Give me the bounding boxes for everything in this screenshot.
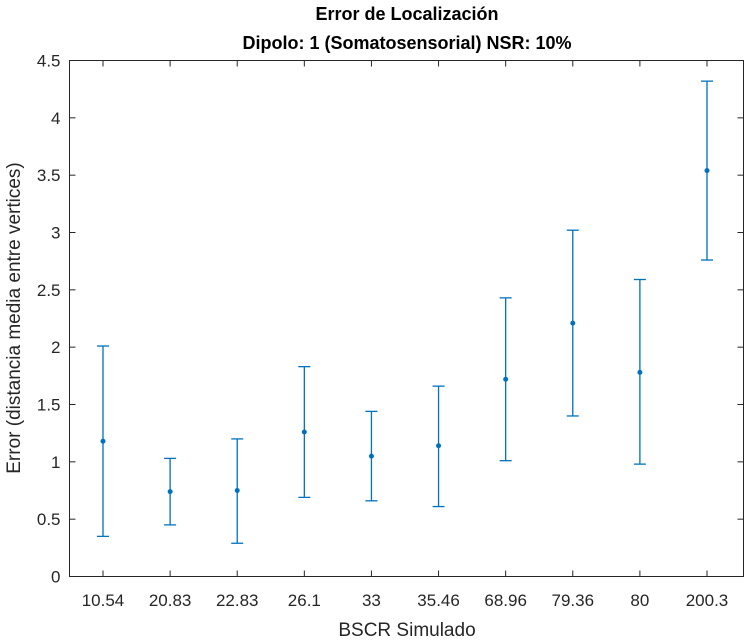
data-point: [637, 369, 643, 375]
error-bar-6: [432, 385, 445, 508]
data-point: [167, 489, 173, 495]
y-tick-label: 1: [51, 453, 60, 472]
x-tick-label: 200.3: [686, 591, 729, 610]
error-bar-3: [231, 438, 244, 544]
error-bar-8: [566, 229, 579, 417]
x-tick-label: 20.83: [149, 591, 192, 610]
x-tick-label: 80: [630, 591, 649, 610]
x-tick-label: 10.54: [82, 591, 125, 610]
data-point: [368, 453, 374, 459]
y-tick-label: 4.5: [37, 52, 61, 71]
y-tick-label: 3.5: [37, 166, 61, 185]
x-axis-label: BSCR Simulado: [338, 620, 475, 640]
error-bar-10: [701, 80, 713, 261]
error-bar-4: [298, 366, 311, 499]
x-tick-label: 79.36: [552, 591, 595, 610]
data-point: [100, 438, 106, 444]
data-point: [301, 429, 307, 435]
plot-area: [69, 60, 744, 577]
x-tick-label: 22.83: [216, 591, 259, 610]
y-tick-label: 4: [51, 109, 60, 128]
y-tick-label: 3: [51, 224, 60, 243]
y-tick-label: 1.5: [37, 396, 61, 415]
x-tick-label: 33: [362, 591, 381, 610]
data-point: [570, 320, 576, 326]
y-tick-label: 0: [51, 568, 60, 587]
chart-subtitle: Dipolo: 1 (Somatosensorial) NSR: 10%: [242, 33, 571, 53]
error-bar-9: [633, 278, 646, 465]
error-bar-5: [365, 410, 378, 502]
error-bar-7: [499, 297, 512, 462]
x-axis: 10.54 20.83 22.83 26.1 33 35.46 68.96 79.36 80 20…: [82, 60, 729, 610]
error-bar-2: [164, 457, 177, 526]
x-tick-label: 68.96: [484, 591, 527, 610]
chart-title: Error de Localización: [315, 4, 498, 24]
error-bars: [97, 80, 713, 544]
data-point: [436, 443, 442, 449]
error-bar-1: [97, 345, 109, 538]
y-axis: 0 0.5 1 1.5 2 2.5 3 3.5 4 4.5: [37, 52, 744, 587]
data-point: [704, 168, 710, 174]
data-point: [234, 488, 240, 493]
data-point: [503, 376, 509, 382]
y-tick-label: 0.5: [37, 510, 61, 529]
y-tick-label: 2: [51, 338, 60, 357]
x-tick-label: 26.1: [288, 591, 321, 610]
y-tick-label: 2.5: [37, 281, 61, 300]
y-axis-label: Error (distancia media entre vertices): [4, 162, 25, 474]
x-tick-label: 35.46: [417, 591, 460, 610]
